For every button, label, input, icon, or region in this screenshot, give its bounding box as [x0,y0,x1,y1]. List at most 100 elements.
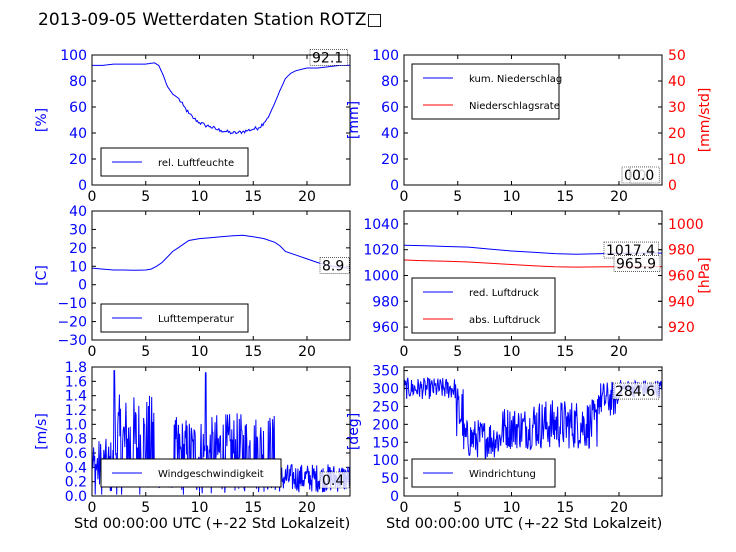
x-tick-label: 10 [191,500,209,516]
y-tick-label: 60 [381,100,399,116]
x-tick-label: 10 [191,344,209,360]
legend-box [411,63,560,120]
x-tick-label: 0 [400,344,409,360]
value-annotation: 92.1 [312,50,343,66]
legend-label: Lufttemperatur [158,314,235,325]
y-tick-label-right: 0 [668,178,677,194]
y-tick-label-right: 980 [668,243,695,259]
y-tick-label: 1.8 [65,360,87,376]
x-tick-label: 20 [610,500,628,516]
y-tick-label: 80 [69,74,87,90]
y-tick-label-right: 10 [668,152,686,168]
y-tick-label: −10 [57,296,87,312]
plot-frame [403,54,663,186]
x-tick-label: 0 [88,500,97,516]
y-tick-label: 10 [69,259,87,275]
x-tick-label: 0 [88,344,97,360]
y-tick-label-right: 50 [668,48,686,64]
y-tick-label: 0 [78,278,87,294]
x-tick-label: 20 [298,500,316,516]
y-tick-label-right: 30 [668,100,686,116]
y-tick-label: 1000 [363,269,399,285]
value-annotation: 284.6 [615,384,655,400]
plot-frame [403,210,663,341]
legend-label: red. Luftdruck [469,288,539,299]
y-axis-label: [mm] [346,101,362,139]
value-annotation-box [309,48,348,66]
y-tick-label: 1.0 [65,417,87,433]
y-tick-label: 40 [69,204,87,220]
x-tick-label: 5 [141,500,150,516]
y-tick-label: 0.0 [65,489,87,505]
value-annotation: 0.4 [322,473,344,489]
y-tick-label: 20 [69,241,87,257]
y-tick-label: 0 [390,489,399,505]
x-tick-label: 15 [556,500,574,516]
y-tick-label-right: 920 [668,320,695,336]
x-axis-label-left: Std 00:00:00 UTC (+-22 Std Lokalzeit) [74,516,351,532]
figure-title: 2013-09-05 Wetterdaten Station ROTZ□ [38,10,383,30]
y-tick-label: 1.4 [65,389,87,405]
series-line [92,62,350,135]
y-axis-label-right: [mm/std] [697,88,713,153]
x-tick-label: 5 [141,189,150,205]
y-tick-label: 0.2 [65,475,87,491]
y-tick-label: 1.2 [65,403,87,419]
y-tick-label: 250 [372,399,399,415]
plot-frame [91,54,351,186]
y-tick-label: −30 [57,333,87,349]
y-tick-label: 0.8 [65,432,87,448]
value-annotation-box [319,257,350,274]
y-tick-label: 980 [372,294,399,310]
x-tick-label: 5 [453,189,462,205]
x-tick-label: 0 [400,189,409,205]
y-tick-label: 100 [60,48,87,64]
y-tick-label: 0.4 [65,460,87,476]
y-tick-label: 0 [78,178,87,194]
x-tick-label: 15 [556,344,574,360]
value-annotation-box [629,166,660,184]
y-axis-label: [deg] [346,413,362,450]
x-tick-label: 15 [244,500,262,516]
x-tick-label: 10 [191,189,209,205]
x-tick-label: 5 [453,500,462,516]
legend-label: rel. Luftfeuchte [158,158,234,169]
y-tick-label-right: 20 [668,126,686,142]
y-tick-label: 300 [372,382,399,398]
y-tick-label: 60 [69,100,87,116]
x-tick-label: 15 [244,189,262,205]
y-tick-label: 1020 [363,243,399,259]
value-annotation-box [613,255,661,272]
x-tick-label: 15 [244,344,262,360]
y-tick-label: 350 [372,364,399,380]
legend-label: abs. Luftdruck [469,315,540,326]
y-tick-label: 100 [372,453,399,469]
y-tick-label: 960 [372,320,399,336]
x-tick-label: 5 [453,344,462,360]
x-tick-label: 0 [400,500,409,516]
y-tick-label: 150 [372,435,399,451]
y-tick-label: 1.6 [65,374,87,390]
x-axis-label-right: Std 00:00:00 UTC (+-22 Std Lokalzeit) [386,516,663,532]
legend-label: Windgeschwindigkeit [158,469,264,480]
y-tick-label: 1040 [363,217,399,233]
y-tick-label: 0.6 [65,446,87,462]
value-annotation: 0.0 [632,168,654,184]
y-tick-label-right: 960 [668,269,695,285]
x-tick-label: 15 [556,189,574,205]
value-annotation: 8.9 [322,258,344,274]
series-line [91,370,350,495]
legend-label: Windrichtung [469,469,536,480]
legend-label: kum. Niederschlag [469,74,562,85]
plot-frame [91,366,351,497]
y-tick-label: −20 [57,315,87,331]
y-tick-label: 20 [381,152,399,168]
y-axis-label-right: [hPa] [697,257,713,293]
y-tick-label: 30 [69,222,87,238]
value-annotation: 965.9 [616,257,656,273]
y-tick-label: 20 [69,152,87,168]
x-tick-label: 10 [503,189,521,205]
y-axis-label: [%] [34,108,50,132]
y-axis-label: [C] [34,265,50,286]
